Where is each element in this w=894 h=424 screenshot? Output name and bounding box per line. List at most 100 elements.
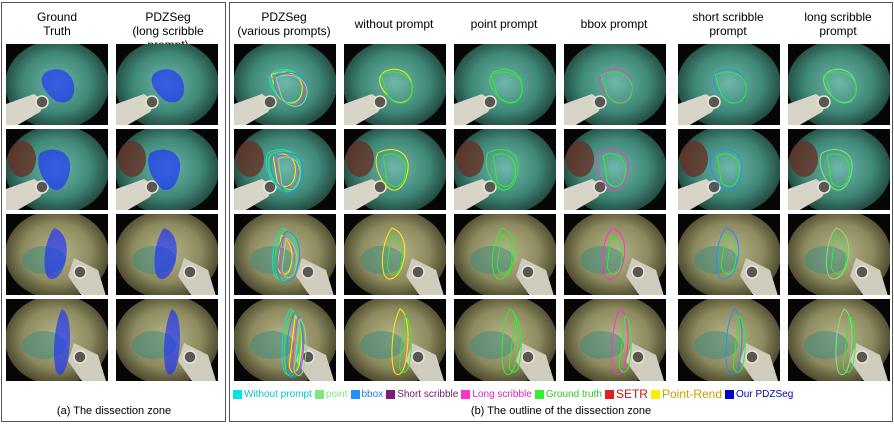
endoscopic-image (234, 214, 336, 295)
endoscopic-image (564, 44, 666, 125)
endoscopic-image (678, 214, 780, 295)
endoscopic-view (6, 299, 108, 381)
legend-label: point (325, 388, 348, 400)
endoscopic-image (116, 214, 218, 295)
endoscopic-image (234, 299, 336, 381)
legend-label: Long scribble (472, 388, 532, 400)
endoscopic-image (344, 214, 446, 295)
panel-a-frame (1, 2, 226, 422)
endoscopic-view (344, 44, 446, 125)
endoscopic-view (6, 44, 108, 125)
endoscopic-image (454, 214, 556, 295)
endoscopic-image (788, 214, 890, 295)
endoscopic-view (454, 44, 556, 125)
column-header-point-prompt: point prompt (470, 17, 538, 31)
endoscopic-view (678, 44, 780, 125)
endoscopic-view (116, 214, 218, 295)
endoscopic-view (788, 129, 890, 210)
endoscopic-image (344, 129, 446, 210)
endoscopic-image (234, 44, 336, 125)
endoscopic-view (564, 299, 666, 381)
endoscopic-image (564, 129, 666, 210)
caption-panel-b: (b) The outline of the dissection zone (470, 405, 652, 417)
endoscopic-image (6, 299, 108, 381)
legend-label: bbox (361, 388, 384, 400)
legend-item-short-scribble: Short scribble (386, 389, 458, 400)
endoscopic-image (454, 129, 556, 210)
column-header-pdzseg-various: PDZSeg (various prompts) (237, 10, 331, 38)
legend-item-long-scribble: Long scribble (461, 388, 532, 400)
endoscopic-view (454, 214, 556, 295)
legend-label: Point-Rend (661, 387, 723, 401)
column-header-ground-truth: Ground Truth (36, 10, 78, 38)
endoscopic-view (454, 299, 556, 381)
endoscopic-view (678, 214, 780, 295)
legend-label: Without prompt (244, 388, 312, 400)
legend: Without prompt point bbox Short scribble Lon… (233, 387, 893, 401)
endoscopic-image (6, 44, 108, 125)
legend-swatch (604, 389, 614, 399)
endoscopic-view (344, 214, 446, 295)
column-header-short-scribble: short scribble prompt (692, 10, 764, 38)
endoscopic-image (788, 299, 890, 381)
endoscopic-image (6, 129, 108, 210)
endoscopic-image (116, 129, 218, 210)
legend-swatch (650, 389, 660, 399)
legend-swatch (534, 389, 544, 399)
column-header-bbox-prompt: bbox prompt (580, 17, 648, 31)
legend-label: Our PDZSeg (736, 388, 794, 400)
endoscopic-image (678, 129, 780, 210)
endoscopic-image (454, 299, 556, 381)
endoscopic-view (6, 129, 108, 210)
legend-swatch (725, 389, 735, 399)
column-header-without-prompt: without prompt (354, 17, 434, 31)
endoscopic-image (116, 299, 218, 381)
endoscopic-view (116, 129, 218, 210)
endoscopic-view (678, 299, 780, 381)
endoscopic-view (454, 129, 556, 210)
panel-b-frame (229, 2, 893, 422)
legend-label: Ground truth (545, 388, 602, 400)
endoscopic-view (234, 44, 336, 125)
caption-panel-a: (a) The dissection zone (56, 405, 172, 417)
endoscopic-image (678, 44, 780, 125)
legend-item-ground-truth: Ground truth (534, 388, 602, 400)
endoscopic-image (344, 299, 446, 381)
endoscopic-image (116, 44, 218, 125)
endoscopic-view (788, 299, 890, 381)
endoscopic-view (788, 44, 890, 125)
endoscopic-view (678, 129, 780, 210)
endoscopic-image (788, 129, 890, 210)
legend-swatch (461, 389, 471, 399)
endoscopic-view (788, 214, 890, 295)
endoscopic-view (116, 44, 218, 125)
endoscopic-image (678, 299, 780, 381)
legend-swatch (314, 389, 324, 399)
endoscopic-view (564, 214, 666, 295)
endoscopic-image (788, 44, 890, 125)
legend-item-without-prompt: Without prompt (233, 389, 312, 400)
endoscopic-image (234, 129, 336, 210)
legend-item-point-rend: Point-Rend (650, 387, 723, 401)
endoscopic-view (344, 299, 446, 381)
legend-swatch (386, 389, 396, 399)
endoscopic-view (344, 129, 446, 210)
endoscopic-view (234, 129, 336, 210)
endoscopic-view (564, 44, 666, 125)
endoscopic-view (6, 214, 108, 295)
endoscopic-view (116, 299, 218, 381)
legend-label: Short scribble (397, 388, 459, 400)
endoscopic-image (564, 299, 666, 381)
endoscopic-view (564, 129, 666, 210)
endoscopic-image (564, 214, 666, 295)
endoscopic-image (344, 44, 446, 125)
legend-item-bbox: bbox (350, 388, 384, 400)
legend-label: SETR (615, 387, 648, 401)
legend-item-our-pdzseg: Our PDZSeg (725, 389, 793, 400)
endoscopic-view (234, 214, 336, 295)
endoscopic-image (454, 44, 556, 125)
legend-swatch (350, 389, 360, 399)
column-header-long-scribble: long scribble prompt (804, 10, 872, 38)
legend-item-point: point (314, 388, 348, 400)
endoscopic-view (234, 299, 336, 381)
